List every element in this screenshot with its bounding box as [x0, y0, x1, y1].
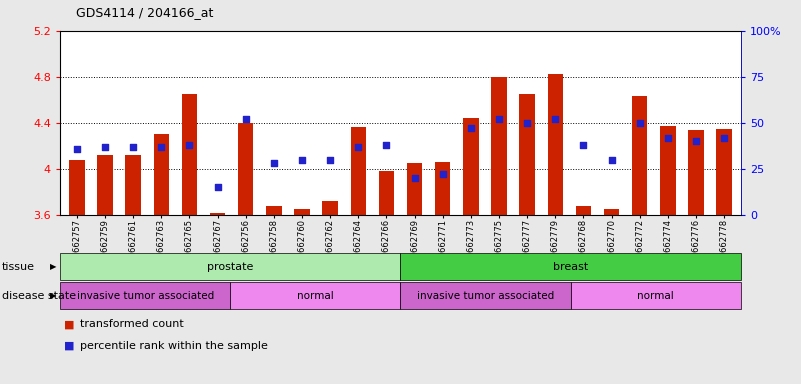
Text: invasive tumor associated: invasive tumor associated	[77, 291, 214, 301]
Text: ■: ■	[64, 341, 74, 351]
Point	[521, 120, 533, 126]
Text: ▶: ▶	[50, 291, 57, 300]
Bar	[519, 94, 535, 215]
Bar	[60, 282, 231, 309]
Text: tissue: tissue	[2, 262, 34, 272]
Bar	[266, 206, 282, 215]
Point	[380, 142, 392, 148]
Bar	[210, 213, 225, 215]
Bar	[407, 163, 422, 215]
Bar	[323, 201, 338, 215]
Bar	[154, 134, 169, 215]
Point	[268, 161, 280, 167]
Bar	[491, 77, 507, 215]
Point	[437, 171, 449, 177]
Text: prostate: prostate	[207, 262, 253, 272]
Point	[718, 134, 731, 141]
Point	[549, 116, 562, 122]
Point	[70, 146, 83, 152]
Point	[324, 157, 336, 163]
Bar	[400, 253, 741, 280]
Bar	[688, 130, 703, 215]
Bar	[400, 282, 570, 309]
Bar	[231, 282, 400, 309]
Point	[155, 144, 167, 150]
Bar	[548, 74, 563, 215]
Point	[690, 138, 702, 144]
Point	[211, 184, 224, 190]
Text: ▶: ▶	[50, 262, 57, 271]
Text: GDS4114 / 204166_at: GDS4114 / 204166_at	[76, 6, 214, 19]
Point	[127, 144, 139, 150]
Bar	[294, 209, 310, 215]
Point	[662, 134, 674, 141]
Point	[352, 144, 364, 150]
Point	[577, 142, 590, 148]
Point	[296, 157, 308, 163]
Point	[409, 175, 421, 181]
Bar	[351, 127, 366, 215]
Point	[183, 142, 196, 148]
Bar	[576, 206, 591, 215]
Text: normal: normal	[638, 291, 674, 301]
Bar	[463, 118, 478, 215]
Bar	[570, 282, 741, 309]
Text: ■: ■	[64, 319, 74, 329]
Text: percentile rank within the sample: percentile rank within the sample	[80, 341, 268, 351]
Bar	[435, 162, 450, 215]
Bar	[379, 171, 394, 215]
Text: normal: normal	[297, 291, 334, 301]
Point	[465, 125, 477, 131]
Bar	[126, 155, 141, 215]
Point	[634, 120, 646, 126]
Bar	[238, 123, 253, 215]
Text: invasive tumor associated: invasive tumor associated	[417, 291, 554, 301]
Bar	[632, 96, 647, 215]
Point	[99, 144, 111, 150]
Point	[239, 116, 252, 122]
Bar	[60, 253, 400, 280]
Bar	[98, 155, 113, 215]
Bar	[182, 94, 197, 215]
Text: transformed count: transformed count	[80, 319, 184, 329]
Bar	[69, 160, 85, 215]
Point	[493, 116, 505, 122]
Text: disease state: disease state	[2, 291, 76, 301]
Point	[605, 157, 618, 163]
Bar	[716, 129, 732, 215]
Bar	[660, 126, 675, 215]
Text: breast: breast	[553, 262, 589, 272]
Bar	[604, 209, 619, 215]
